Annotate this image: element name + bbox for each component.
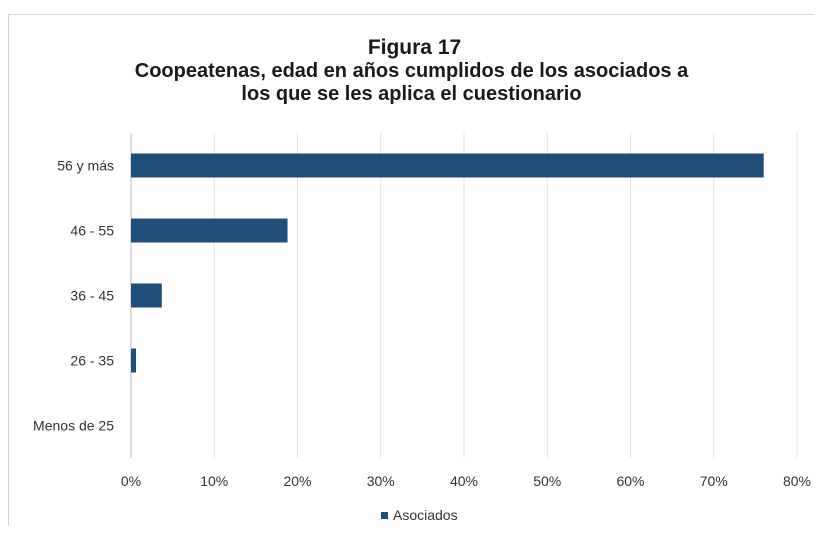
gridlines (130, 133, 798, 458)
x-tick-label-3: 30% (367, 473, 395, 489)
chart-frame (8, 14, 814, 526)
bar-3 (131, 348, 136, 373)
legend-label-asociados: Asociados (393, 507, 458, 523)
bar-0 (131, 153, 764, 178)
legend-swatch-asociados (381, 512, 388, 519)
category-label-1: 46 - 55 (70, 223, 114, 239)
x-tick-label-7: 70% (700, 473, 728, 489)
bar-1 (131, 218, 288, 243)
category-label-3: 26 - 35 (70, 353, 114, 369)
chart-subtitle-line-1: Coopeatenas, edad en años cumplidos de l… (134, 60, 689, 82)
x-tick-labels: 0% 10% 20% 30% 40% 50% 60% 70% 80% (121, 473, 811, 489)
x-tick-label-2: 20% (283, 473, 311, 489)
x-tick-label-4: 40% (450, 473, 478, 489)
category-label-2: 36 - 45 (70, 288, 114, 304)
x-tick-label-1: 10% (200, 473, 228, 489)
x-tick-label-6: 60% (616, 473, 644, 489)
x-tick-label-0: 0% (121, 473, 141, 489)
category-label-4: Menos de 25 (33, 418, 114, 434)
x-tick-label-5: 50% (533, 473, 561, 489)
bar-2 (131, 283, 162, 308)
legend: Asociados (381, 507, 458, 523)
category-label-0: 56 y más (57, 158, 114, 174)
chart-subtitle-line-2: los que se les aplica el cuestionario (241, 83, 582, 105)
x-tick-label-8: 80% (783, 473, 811, 489)
chart-title: Figura 17 (367, 36, 462, 59)
bars (131, 153, 764, 373)
category-labels: 56 y más 46 - 55 36 - 45 26 - 35 Menos de 25 (33, 158, 114, 434)
chart-title-block: Figura 17 Coopeatenas, edad en años cump… (0, 36, 823, 106)
